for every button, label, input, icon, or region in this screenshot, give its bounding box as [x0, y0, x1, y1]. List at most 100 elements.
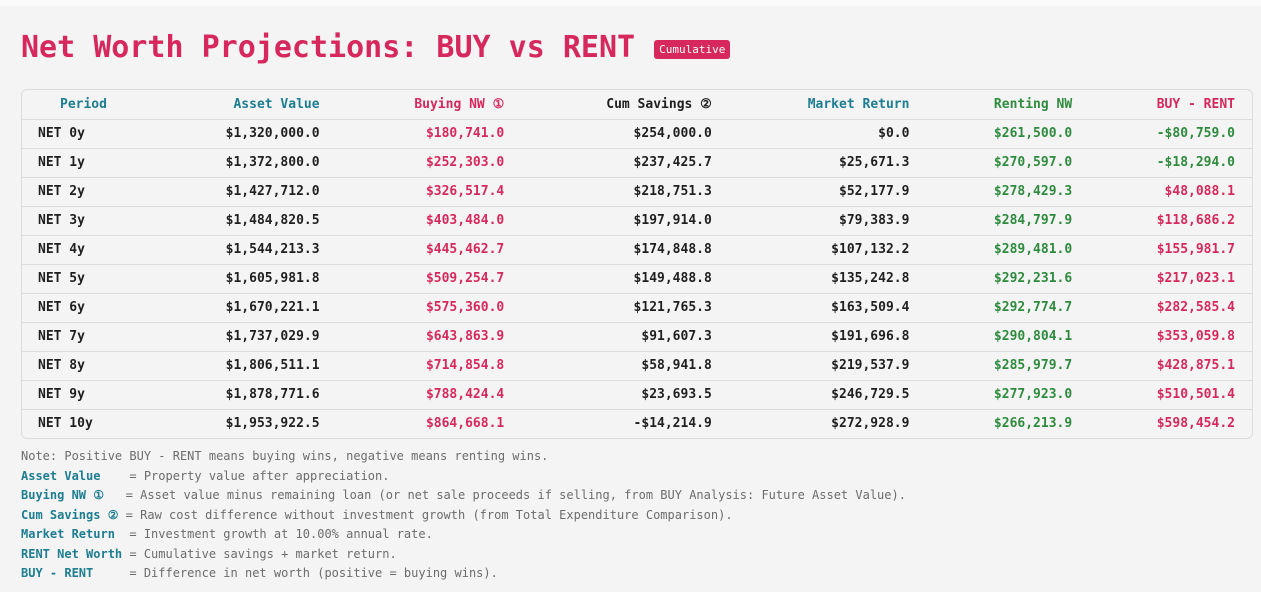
table-row: NET 2y $1,427,712.0 $326,517.4 $218,751.3 $5… — [22, 177, 1252, 207]
row-buying-nw: $788,424.4 — [336, 380, 522, 410]
row-buying-nw: $575,360.0 — [336, 293, 522, 323]
legend-key: Buying NW ① — [21, 488, 119, 502]
row-asset-value: $1,737,029.9 — [171, 322, 337, 352]
row-renting-nw: $289,481.0 — [926, 235, 1090, 265]
legend-item: Buying NW ① = Asset value minus remainin… — [21, 486, 906, 506]
row-asset-value: $1,372,800.0 — [171, 148, 337, 178]
row-buying-nw: $864,668.1 — [425, 416, 505, 432]
row-asset-value: $1,878,771.6 — [171, 380, 337, 410]
row-buy-minus-rent: $118,686.2 — [1089, 206, 1252, 236]
legend-text: = Investment growth at 10.00% annual rat… — [122, 527, 433, 541]
projections-table-container: Period Asset Value Buying NW ① Cum Savin… — [21, 89, 1253, 439]
row-buying-nw: $643,863.9 — [336, 322, 522, 352]
row-period: NET 3y — [22, 206, 172, 236]
header-cum-savings: Cum Savings ② — [521, 90, 729, 120]
legend-text: = Asset value minus remaining loan (or n… — [118, 488, 906, 502]
row-cum-savings: $121,765.3 — [521, 293, 729, 323]
row-cum-savings: -$14,214.9 — [633, 416, 712, 432]
row-market-return: $25,671.3 — [728, 148, 927, 178]
legend-key: Market Return — [21, 527, 123, 541]
legend-text: = Difference in net worth (positive = bu… — [122, 566, 498, 580]
header-buy-minus-rent: BUY - RENT — [1089, 90, 1252, 120]
row-asset-value: $1,670,221.1 — [171, 293, 337, 323]
row-buying-nw: $445,462.7 — [336, 235, 522, 265]
row-period: NET 10y — [38, 416, 93, 432]
row-period: NET 7y — [22, 322, 172, 352]
row-buy-minus-rent: $217,023.1 — [1089, 264, 1252, 294]
row-buy-minus-rent: $282,585.4 — [1089, 293, 1252, 323]
legend-key: Asset Value — [21, 468, 123, 483]
row-cum-savings: $197,914.0 — [521, 206, 729, 236]
row-asset-value: $1,484,820.5 — [171, 206, 337, 236]
table-row: NET 1y $1,372,800.0 $252,303.0 $237,425.7 $2… — [22, 148, 1252, 178]
row-buying-nw: $403,484.0 — [336, 206, 522, 236]
table-header: Period Asset Value Buying NW ① Cum Savin… — [22, 90, 1252, 120]
row-renting-nw: $285,979.7 — [926, 351, 1090, 381]
row-renting-nw: $284,797.9 — [926, 206, 1090, 236]
legend-item: Market Return = Investment growth at 10.… — [21, 525, 906, 545]
row-cum-savings: $218,751.3 — [521, 177, 729, 207]
row-cum-savings: $23,693.5 — [521, 380, 729, 410]
row-period: NET 5y — [22, 264, 172, 294]
row-cum-savings: $149,488.8 — [521, 264, 729, 294]
row-renting-nw: $261,500.0 — [926, 119, 1090, 149]
legend-text: = Raw cost difference without investment… — [118, 507, 733, 522]
row-market-return: $246,729.5 — [728, 380, 927, 410]
row-asset-value: $1,953,922.5 — [225, 416, 320, 432]
projections-table: Period Asset Value Buying NW ① Cum Savin… — [22, 90, 1252, 438]
row-period: NET 8y — [22, 351, 172, 381]
row-buy-minus-rent: -$80,759.0 — [1089, 119, 1252, 149]
row-market-return: $163,509.4 — [728, 293, 927, 323]
table-row: NET 9y $1,878,771.6 $788,424.4 $23,693.5 $24… — [22, 380, 1252, 410]
legend-key: Cum Savings ② — [21, 507, 119, 522]
table-row: NET 4y $1,544,213.3 $445,462.7 $174,848.8 $1… — [22, 235, 1252, 265]
title-row: Net Worth Projections: BUY vs RENT Cumul… — [21, 30, 731, 65]
row-market-return: $191,696.8 — [728, 322, 927, 352]
header-period: Period — [22, 90, 172, 120]
row-buying-nw: $509,254.7 — [336, 264, 522, 294]
legend-item: BUY - RENT = Difference in net worth (po… — [21, 564, 906, 584]
legend-key: BUY - RENT — [21, 566, 123, 580]
row-asset-value: $1,544,213.3 — [171, 235, 337, 265]
row-market-return: $0.0 — [728, 119, 927, 149]
row-asset-value: $1,427,712.0 — [171, 177, 337, 207]
header-asset-value: Asset Value — [171, 90, 337, 120]
row-renting-nw: $292,774.7 — [926, 293, 1090, 323]
table-row: NET 0y $1,320,000.0 $180,741.0 $254,000.0 $0… — [22, 119, 1252, 149]
row-cum-savings: $237,425.7 — [521, 148, 729, 178]
table-row: NET 6y $1,670,221.1 $575,360.0 $121,765.3 $1… — [22, 293, 1252, 323]
row-period: NET 9y — [22, 380, 172, 410]
page-title: Net Worth Projections: BUY vs RENT — [21, 30, 636, 65]
row-cum-savings: $174,848.8 — [521, 235, 729, 265]
row-period: NET 6y — [22, 293, 172, 323]
legend-item: Asset Value = Property value after appre… — [21, 467, 906, 487]
row-market-return: $79,383.9 — [728, 206, 927, 236]
row-market-return: $52,177.9 — [728, 177, 927, 207]
header-renting-nw: Renting NW — [926, 90, 1090, 120]
row-asset-value: $1,605,981.8 — [171, 264, 337, 294]
row-asset-value: $1,320,000.0 — [171, 119, 337, 149]
row-renting-nw: $277,923.0 — [926, 380, 1090, 410]
row-cum-savings: $91,607.3 — [521, 322, 729, 352]
row-renting-nw: $278,429.3 — [926, 177, 1090, 207]
row-period: NET 1y — [22, 148, 172, 178]
row-renting-nw: $290,804.1 — [926, 322, 1090, 352]
legend-item: Cum Savings ② = Raw cost difference with… — [21, 506, 906, 526]
header-market-return: Market Return — [728, 90, 927, 120]
row-buying-nw: $326,517.4 — [336, 177, 522, 207]
row-buy-minus-rent: $155,981.7 — [1089, 235, 1252, 265]
header-row: Period Asset Value Buying NW ① Cum Savin… — [22, 90, 1252, 120]
header-buying-nw: Buying NW ① — [336, 90, 522, 120]
legend-item: RENT Net Worth = Cumulative savings + ma… — [21, 545, 906, 565]
table-row: NET 5y $1,605,981.8 $509,254.7 $149,488.8 $1… — [22, 264, 1252, 294]
table-body: NET 0y $1,320,000.0 $180,741.0 $254,000.0 $0… — [22, 119, 1252, 438]
row-market-return: $219,537.9 — [728, 351, 927, 381]
row-market-return: $272,928.9 — [831, 416, 910, 432]
legend-text: = Property value after appreciation. — [122, 468, 390, 483]
row-buying-nw: $714,854.8 — [336, 351, 522, 381]
table-row: NET 3y $1,484,820.5 $403,484.0 $197,914.0 $7… — [22, 206, 1252, 236]
legend-list: Asset Value = Property value after appre… — [21, 467, 906, 584]
row-buying-nw: $180,741.0 — [336, 119, 522, 149]
row-period: NET 2y — [22, 177, 172, 207]
row-period: NET 0y — [22, 119, 172, 149]
